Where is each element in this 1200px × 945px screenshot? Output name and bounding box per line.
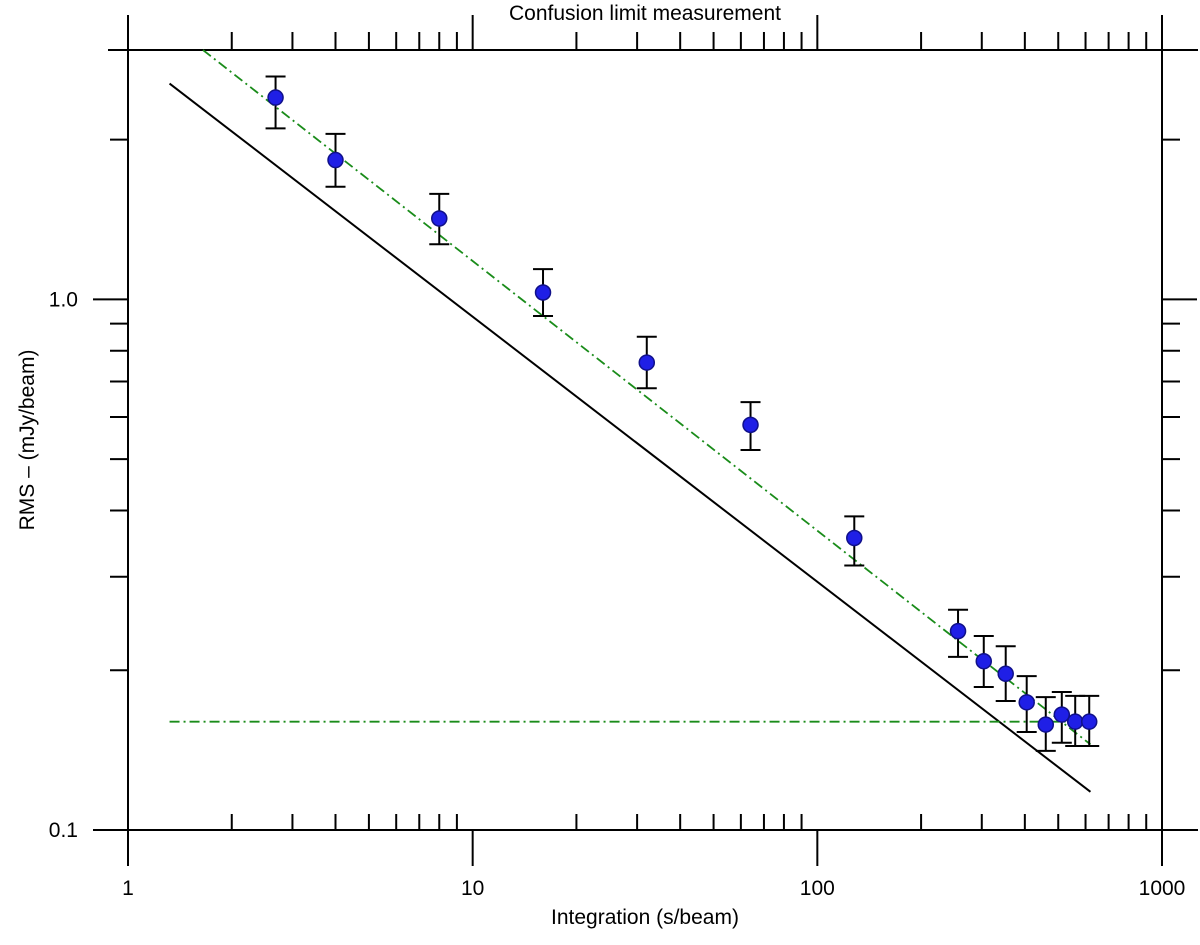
data-point	[327, 151, 344, 169]
points-layer	[265, 75, 1100, 752]
x-tick-label: 1000	[1139, 877, 1186, 900]
data-point	[975, 652, 993, 670]
data-point	[1053, 706, 1071, 723]
data-point	[1037, 716, 1055, 733]
model-line-solid	[168, 82, 1092, 793]
y-axis-label: RMS – (mJy/beam)	[16, 350, 39, 531]
data-point	[638, 354, 656, 371]
lines-layer	[168, 49, 1092, 793]
x-tick-label: 1	[122, 877, 134, 900]
axes-layer: 1 10 100 1000 0.1 1.0	[49, 15, 1198, 900]
x-tick-label: 100	[800, 877, 835, 900]
x-axis-label: Integration (s/beam)	[551, 906, 739, 929]
data-point	[997, 665, 1014, 682]
fit-line-dashdot	[202, 49, 1091, 746]
data-point	[534, 284, 552, 301]
data-point	[742, 416, 759, 434]
data-point	[846, 529, 863, 547]
y-tick-label: 0.1	[49, 819, 78, 842]
data-point	[1080, 713, 1098, 730]
chart-title: Confusion limit measurement	[509, 2, 781, 25]
data-point	[431, 210, 448, 227]
x-tick-label: 10	[461, 877, 484, 900]
data-point	[1066, 713, 1084, 730]
y-tick-label: 1.0	[49, 288, 78, 311]
data-point	[267, 89, 284, 106]
data-point	[949, 622, 967, 640]
data-point	[1018, 694, 1035, 711]
